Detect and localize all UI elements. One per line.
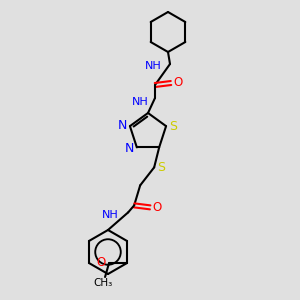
Text: NH: NH (101, 210, 118, 220)
Text: O: O (96, 256, 106, 269)
Text: NH: NH (132, 97, 149, 107)
Text: CH₃: CH₃ (93, 278, 113, 288)
Text: N: N (118, 118, 128, 132)
Text: NH: NH (145, 61, 162, 71)
Text: N: N (125, 142, 134, 155)
Text: S: S (169, 120, 177, 133)
Text: O: O (152, 201, 162, 214)
Text: S: S (157, 161, 165, 174)
Text: O: O (173, 76, 183, 89)
